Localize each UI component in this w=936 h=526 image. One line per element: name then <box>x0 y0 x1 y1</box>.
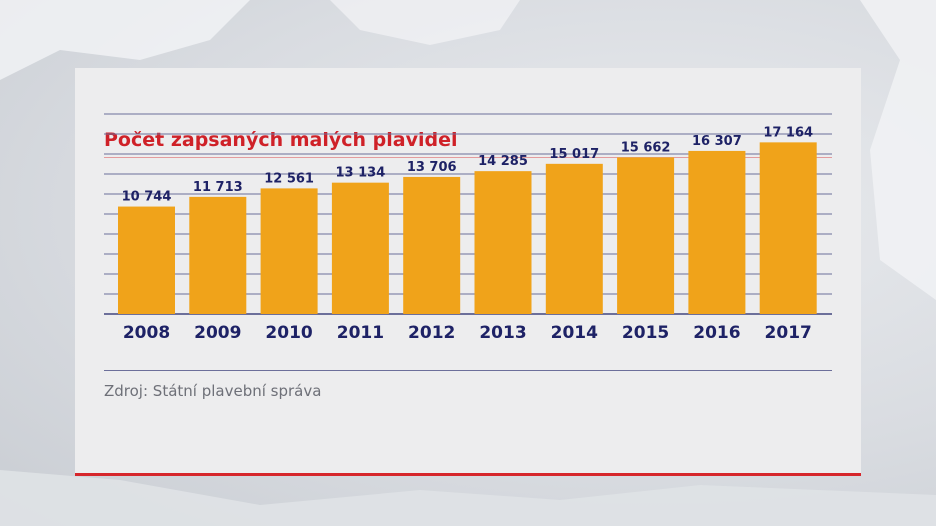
x-tick-label-2014: 2014 <box>551 323 598 343</box>
bars <box>118 142 817 314</box>
x-tick-label-2013: 2013 <box>479 323 526 343</box>
x-tick-label-2017: 2017 <box>765 323 812 343</box>
bar-2015 <box>617 157 675 314</box>
bar-2017 <box>759 142 817 314</box>
x-tick-label-2011: 2011 <box>337 323 384 343</box>
source-note: Zdroj: Státní plavební správa <box>104 382 322 400</box>
chart-card: Počet zapsaných malých plavidel 10 744 11… <box>75 68 861 476</box>
bar-2009 <box>189 196 247 314</box>
x-tick-label-2016: 2016 <box>693 323 740 343</box>
x-tick-label-2008: 2008 <box>123 323 170 343</box>
title-divider <box>104 157 832 158</box>
map-landmass-left <box>0 0 250 80</box>
value-label-2015: 15 662 <box>621 140 671 155</box>
value-label-2016: 16 307 <box>692 134 742 149</box>
bar-2014 <box>545 163 603 314</box>
value-label-2009: 11 713 <box>193 180 243 195</box>
bar-2013 <box>474 171 532 314</box>
value-label-2011: 13 134 <box>336 166 386 181</box>
source-divider <box>104 370 832 371</box>
x-tick-label-2010: 2010 <box>265 323 312 343</box>
value-label-2008: 10 744 <box>122 190 172 205</box>
value-label-2012: 13 706 <box>407 160 457 175</box>
value-label-2013: 14 285 <box>478 154 528 169</box>
value-labels: 10 744 11 713 12 561 13 134 13 706 14 285 15 0… <box>122 125 813 204</box>
bar-2011 <box>331 182 389 314</box>
bar-2016 <box>688 150 746 314</box>
map-landmass-right <box>860 0 936 300</box>
bar-2008 <box>118 206 175 314</box>
value-label-2017: 17 164 <box>763 125 813 140</box>
x-tick-labels: 2008 2009 2010 2011 2012 2013 2014 2015 2016 2017 <box>123 323 812 343</box>
map-landmass-bottom <box>0 470 936 526</box>
x-tick-label-2015: 2015 <box>622 323 669 343</box>
x-tick-label-2012: 2012 <box>408 323 455 343</box>
value-label-2014: 15 017 <box>549 147 599 162</box>
value-label-2010: 12 561 <box>264 171 314 186</box>
map-landmass-top <box>330 0 520 45</box>
x-tick-label-2009: 2009 <box>194 323 241 343</box>
bar-2012 <box>403 176 461 314</box>
bar-2010 <box>260 188 318 314</box>
bar-chart: 10 744 11 713 12 561 13 134 13 706 14 285 15 0… <box>104 113 832 343</box>
